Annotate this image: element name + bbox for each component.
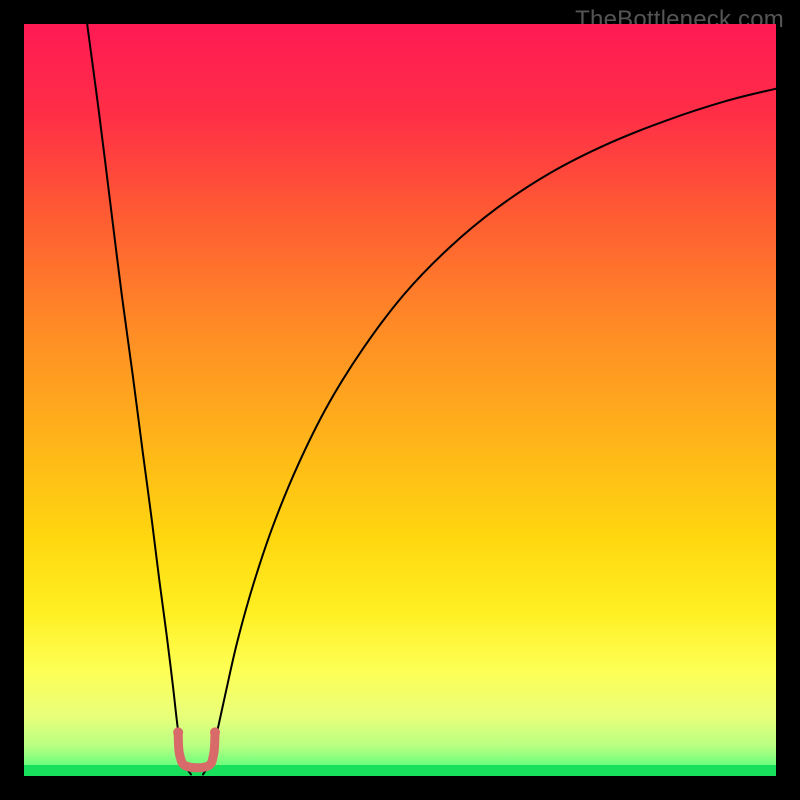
notch-dots xyxy=(173,727,220,737)
curve-svg xyxy=(24,24,776,776)
left-arm-path xyxy=(87,24,191,774)
plot-area xyxy=(24,24,776,776)
right-arm-path xyxy=(203,89,776,775)
notch-path xyxy=(178,735,215,768)
chart-frame: TheBottleneck.com xyxy=(0,0,800,800)
notch-dot xyxy=(210,727,220,737)
notch-dot xyxy=(173,727,183,737)
